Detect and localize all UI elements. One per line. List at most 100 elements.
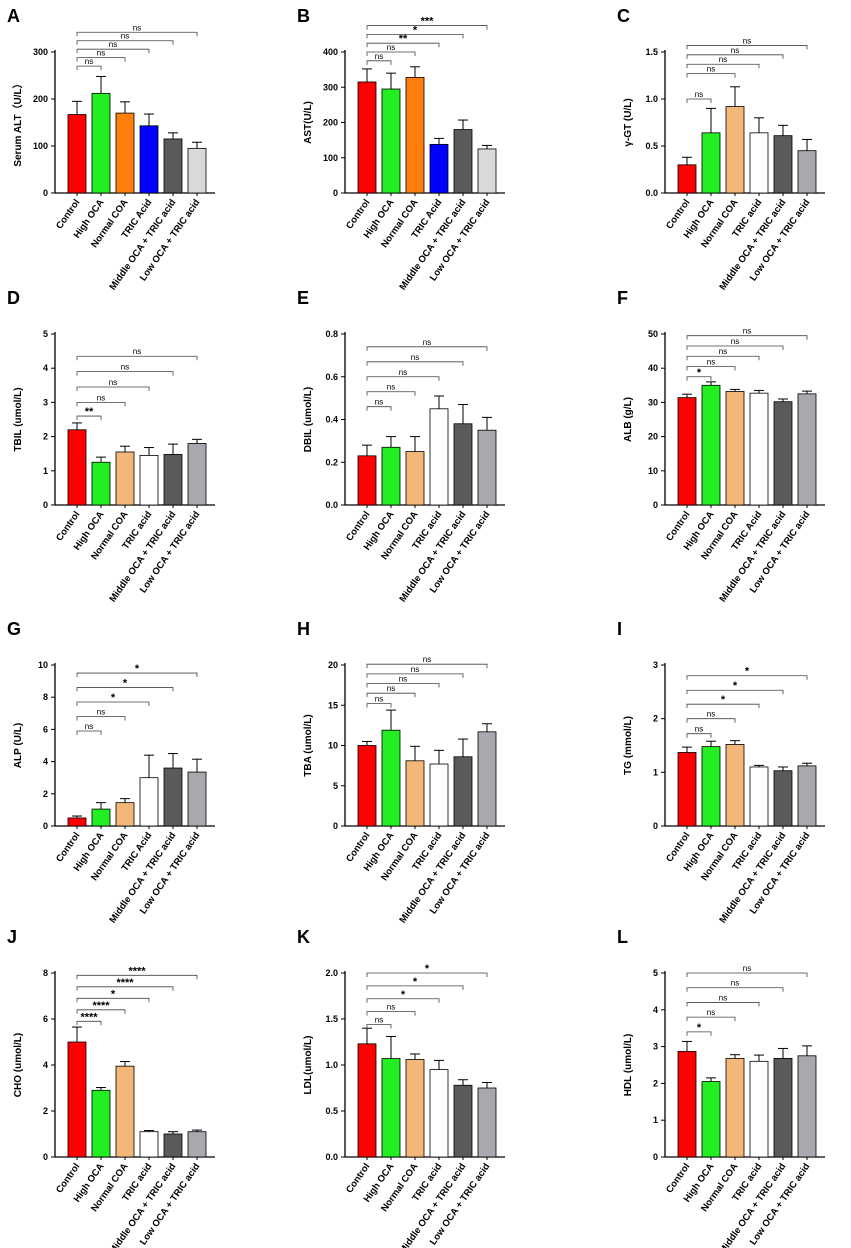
y-tick-label: 1	[653, 1115, 658, 1125]
bar-5	[187, 771, 207, 827]
significance-bracket	[686, 1016, 736, 1022]
significance-label: ns	[133, 347, 141, 356]
significance-bracket	[76, 716, 126, 721]
significance-bracket	[366, 42, 440, 48]
bar-1	[381, 446, 401, 506]
significance-label: ns	[731, 46, 739, 55]
bar-0	[357, 455, 377, 506]
y-tick-label: 200	[33, 94, 48, 104]
significance-bracket	[686, 98, 712, 103]
bar-2	[115, 1065, 135, 1158]
significance-label: ns	[411, 353, 419, 362]
bar-4	[773, 770, 793, 827]
bar-5	[477, 731, 497, 827]
bar-1	[701, 132, 721, 194]
significance-label: ns	[133, 23, 141, 32]
bar-3	[429, 143, 449, 194]
significance-bracket	[76, 986, 174, 991]
y-tick-label: 10	[38, 660, 48, 670]
y-tick-label: 0.6	[325, 372, 338, 382]
bar-5	[797, 765, 817, 827]
bar-2	[405, 760, 425, 827]
bar-3	[139, 125, 159, 194]
significance-bracket	[366, 60, 392, 65]
bar-5	[187, 1131, 207, 1158]
y-tick-label: 20	[648, 432, 658, 442]
significance-bracket	[366, 1011, 416, 1016]
y-axis-label: DBIL (umol/L)	[303, 387, 314, 452]
y-tick-label: 2	[653, 714, 658, 724]
y-tick-label: 0	[43, 188, 48, 198]
panel-letter: F	[617, 288, 628, 308]
significance-bracket	[366, 406, 392, 411]
significance-label: *	[111, 692, 116, 704]
significance-label: ns	[719, 55, 727, 64]
significance-bracket	[686, 1002, 760, 1007]
bar-2	[115, 802, 135, 827]
bar-1	[381, 729, 401, 827]
significance-label: ns	[85, 722, 93, 731]
y-tick-label: 8	[43, 692, 48, 702]
bar-4	[453, 756, 473, 827]
bar-5	[797, 393, 817, 506]
bar-3	[139, 1131, 159, 1158]
significance-bracket	[366, 673, 464, 678]
y-axis-label: Serum ALT（U/L）	[11, 78, 24, 166]
y-tick-label: 100	[33, 141, 48, 151]
significance-bracket	[76, 355, 198, 361]
bar-0	[677, 164, 697, 194]
y-tick-label: 1.0	[645, 94, 658, 104]
y-tick-label: 1	[43, 466, 48, 476]
panel-letter: K	[297, 927, 310, 947]
y-tick-label: 30	[648, 397, 658, 407]
y-tick-label: 5	[653, 968, 658, 978]
bar-5	[477, 1087, 497, 1158]
panel-letter: H	[297, 619, 310, 639]
significance-label: ns	[399, 675, 407, 684]
y-tick-label: 6	[43, 1014, 48, 1024]
bar-0	[677, 752, 697, 827]
significance-label: ns	[707, 357, 715, 366]
y-axis-label: TBIL (umol/L)	[13, 387, 24, 451]
y-tick-label: 5	[333, 781, 338, 791]
y-tick-label: 300	[323, 82, 338, 92]
y-tick-label: 0.5	[325, 1106, 338, 1116]
bar-4	[453, 1084, 473, 1158]
panel-letter: D	[7, 288, 20, 308]
bar-5	[797, 1055, 817, 1158]
significance-bracket	[366, 361, 464, 366]
significance-bracket	[76, 701, 150, 707]
significance-label: ns	[375, 695, 383, 704]
significance-label: ns	[387, 1003, 395, 1012]
y-tick-label: 4	[43, 757, 48, 767]
bar-1	[701, 384, 721, 506]
bar-4	[453, 423, 473, 506]
bar-3	[749, 392, 769, 506]
significance-bracket	[366, 998, 440, 1003]
y-tick-label: 15	[328, 700, 338, 710]
y-tick-label: 4	[43, 363, 48, 373]
y-axis-label: TBA (umol/L)	[303, 714, 314, 776]
significance-label: *	[425, 963, 430, 975]
significance-bracket	[686, 355, 760, 361]
y-tick-label: 0	[653, 821, 658, 831]
y-tick-label: 0	[43, 1152, 48, 1162]
significance-bracket	[686, 1031, 712, 1036]
significance-label: ns	[707, 1008, 715, 1017]
y-axis-label: LDL(umol/L)	[303, 1036, 314, 1095]
significance-bracket	[76, 415, 102, 421]
bar-2	[725, 1057, 745, 1158]
significance-bracket	[366, 692, 416, 698]
significance-label: ns	[109, 378, 117, 387]
bar-1	[701, 746, 721, 827]
bar-4	[773, 401, 793, 506]
y-tick-label: 2	[43, 1106, 48, 1116]
bar-0	[67, 817, 87, 827]
y-tick-label: 0.0	[645, 188, 658, 198]
significance-label: *	[135, 663, 140, 675]
significance-label: *	[111, 988, 116, 1000]
significance-label: ns	[121, 32, 129, 41]
y-tick-label: 4	[43, 1060, 48, 1070]
